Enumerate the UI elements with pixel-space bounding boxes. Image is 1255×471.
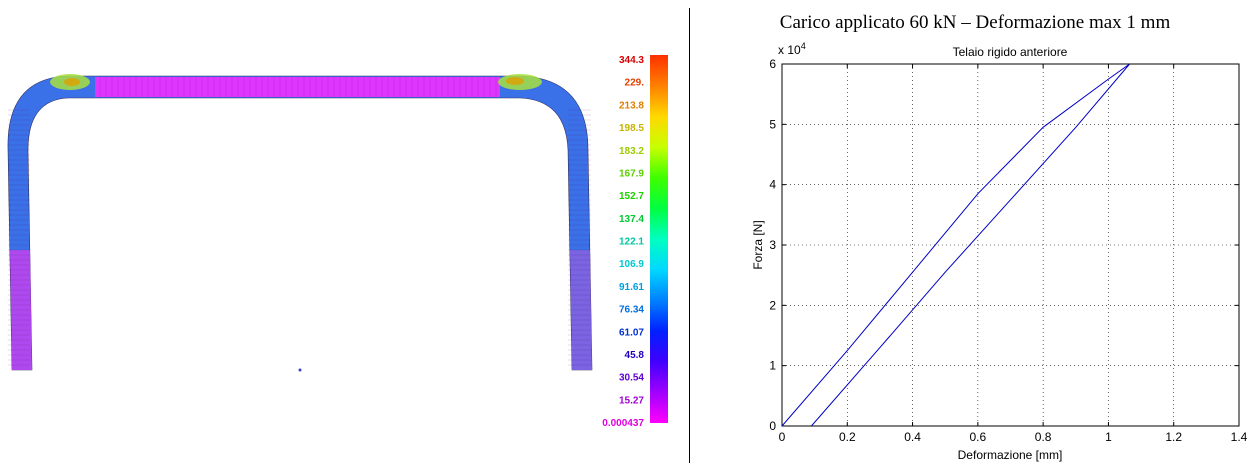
- fem-stress-panel: 344.3 229. 213.8 198.5 183.2 167.9 152.7 137.4 1…: [7, 55, 668, 429]
- y-tick-label: 6: [769, 57, 776, 71]
- scale-label: 45.8: [625, 350, 645, 361]
- y-tick-label: 5: [769, 117, 776, 131]
- y-tick-label: 1: [769, 359, 776, 373]
- scale-label: 106.9: [619, 259, 644, 270]
- y-tick-label: 2: [769, 298, 776, 312]
- x-axis-label: Deformazione [mm]: [958, 448, 1063, 462]
- scale-label: 213.8: [619, 100, 644, 111]
- chart-title: Telaio rigido anteriore: [953, 45, 1068, 59]
- series-line-2: [811, 63, 1130, 427]
- series-line-1: [781, 63, 1130, 427]
- scale-label: 122.1: [619, 237, 644, 248]
- scale-label: 91.61: [619, 282, 644, 293]
- scale-label: 183.2: [619, 146, 644, 157]
- scale-label: 61.07: [619, 327, 644, 338]
- scale-label: 15.27: [619, 395, 644, 406]
- y-tick-label: 0: [769, 419, 776, 433]
- series-group: [781, 63, 1130, 427]
- scale-label: 30.54: [619, 373, 644, 384]
- axis-ticks: 0 0.2 0.4 0.6 0.8 1 1.2 1.4 0 1 2 3 4 5 6: [769, 57, 1247, 444]
- x-tick-label: 0.6: [970, 430, 987, 444]
- x-tick-label: 0.4: [904, 430, 921, 444]
- node-marker: [298, 368, 302, 372]
- stress-peak-right: [506, 77, 524, 85]
- x-tick-label: 0.2: [839, 430, 856, 444]
- scale-label: 137.4: [619, 214, 644, 225]
- x-tick-label: 1: [1105, 430, 1112, 444]
- x-tick-label: 1.2: [1165, 430, 1182, 444]
- frame-tube: [7, 75, 593, 371]
- y-axis-label: Forza [N]: [751, 220, 765, 269]
- scale-label: 0.000437: [602, 418, 644, 429]
- color-scale-labels: 344.3 229. 213.8 198.5 183.2 167.9 152.7 137.4 1…: [602, 55, 644, 429]
- stress-peak-left: [64, 78, 80, 86]
- scale-label: 198.5: [619, 123, 644, 134]
- y-tick-label: 3: [769, 238, 776, 252]
- y-axis-multiplier: x 104: [778, 41, 806, 57]
- y-tick-label: 4: [769, 178, 776, 192]
- force-deformation-chart: 0 0.2 0.4 0.6 0.8 1 1.2 1.4 0 1 2 3 4 5 6 Telaio rigid…: [751, 41, 1248, 462]
- fem-stress-plot: 344.3 229. 213.8 198.5 183.2 167.9 152.7 137.4 1…: [7, 55, 668, 429]
- scale-label: 344.3: [619, 55, 644, 66]
- x-tick-label: 0.8: [1035, 430, 1052, 444]
- scale-label: 229.: [625, 78, 645, 89]
- panel-divider: [689, 8, 690, 463]
- fem-mesh: [8, 77, 591, 366]
- frame-top-bar: [95, 77, 500, 97]
- scale-label: 76.34: [619, 305, 644, 316]
- color-scale-bar: [650, 55, 668, 423]
- x-tick-label: 1.4: [1231, 430, 1248, 444]
- scale-label: 167.9: [619, 168, 644, 179]
- grid-lines: [782, 64, 1239, 426]
- chart-heading: Carico applicato 60 kN – Deformazione ma…: [779, 12, 1171, 33]
- x-tick-label: 0: [779, 430, 786, 444]
- scale-label: 152.7: [619, 191, 644, 202]
